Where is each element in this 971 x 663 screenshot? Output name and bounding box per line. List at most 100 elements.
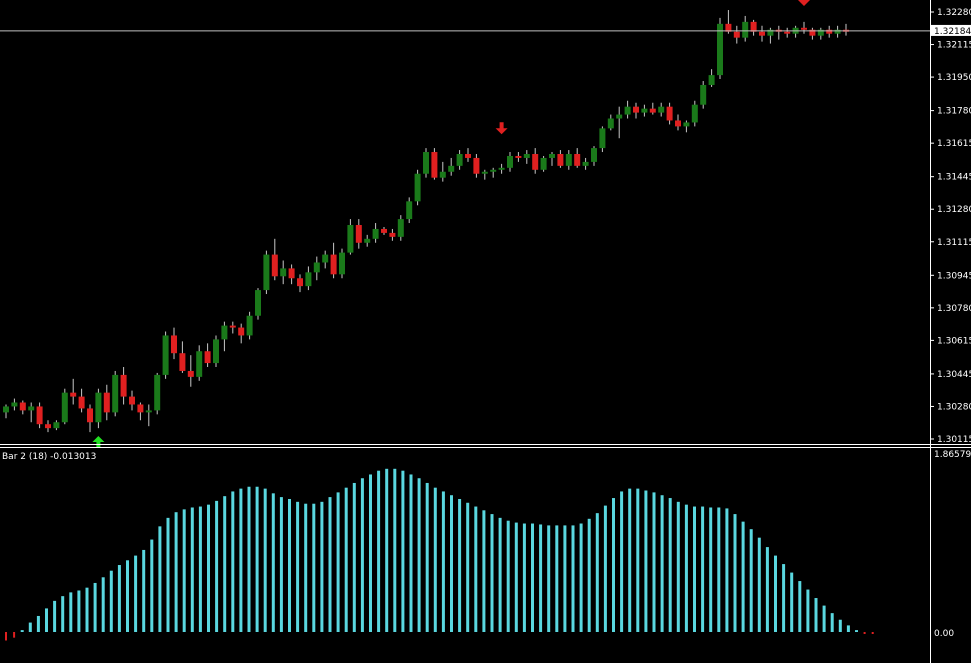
bear-candle [666, 106, 673, 121]
bear-candle [330, 254, 337, 275]
histogram-bar [150, 539, 154, 632]
histogram-bar [247, 486, 251, 632]
bull-candle [423, 152, 429, 174]
histogram-bar [142, 549, 146, 632]
histogram-bar [579, 523, 583, 632]
histogram-bar [628, 488, 632, 632]
histogram-bar [838, 619, 842, 632]
histogram-bar [514, 522, 518, 632]
bear-candle [515, 155, 522, 158]
price-axis[interactable]: 1.32280 1.32115 1.31950 1.31780 1.31615 1.314… [930, 0, 971, 447]
histogram-bar [304, 503, 308, 632]
bear-candle [19, 402, 26, 411]
histogram-bar [660, 495, 664, 632]
price-tick-label: 1.32115 [937, 41, 971, 51]
histogram-bar [101, 577, 105, 632]
bull-candle [565, 154, 572, 166]
histogram-bar [433, 487, 437, 632]
arrow-down-icon [495, 122, 508, 135]
bull-candle [691, 104, 698, 123]
histogram-bar [846, 625, 850, 632]
indicator-title: Bar 2 (18) -0.013013 [2, 452, 96, 462]
histogram-bar [36, 615, 40, 632]
bull-candle [280, 268, 287, 277]
bear-candle [70, 392, 77, 397]
bull-candle [523, 154, 530, 158]
indicator-panel[interactable]: Bar 2 (18) -0.013013 [2, 452, 874, 641]
histogram-bar-negative [13, 632, 16, 638]
bull-candle [95, 392, 102, 423]
histogram-series [5, 468, 874, 641]
bull-candle [616, 114, 623, 119]
bear-candle [137, 404, 144, 413]
bear-candle [187, 370, 194, 377]
histogram-bar [61, 596, 65, 632]
bear-candle [465, 154, 471, 158]
histogram-bar [571, 525, 575, 632]
candlestick-series [3, 10, 849, 433]
price-tick-label: 1.31445 [937, 173, 971, 183]
histogram-bar [822, 605, 826, 632]
bull-candle [162, 335, 169, 375]
histogram-bar [117, 565, 121, 632]
histogram-bar [28, 622, 32, 632]
histogram-bar [401, 470, 405, 632]
price-panel[interactable] [0, 0, 930, 448]
histogram-bar [328, 497, 332, 632]
histogram-bar [790, 572, 794, 632]
bear-candle [389, 232, 396, 237]
bull-candle [112, 374, 119, 413]
bear-candle [271, 254, 278, 277]
histogram-bar [263, 488, 267, 632]
bull-candle [28, 406, 35, 411]
histogram-bar [53, 600, 57, 632]
histogram-bar [684, 504, 688, 632]
histogram-bar [174, 512, 178, 632]
histogram-bar [385, 468, 389, 632]
bear-candle [557, 154, 564, 166]
bear-candle [633, 106, 639, 113]
bear-candle [750, 21, 757, 32]
bear-candle [431, 152, 438, 178]
bull-candle [549, 154, 555, 158]
bull-candle [3, 406, 9, 413]
histogram-bar [652, 492, 656, 632]
bear-candle [675, 120, 681, 127]
histogram-bar [506, 520, 510, 632]
histogram-bar [207, 504, 210, 632]
bull-candle [683, 122, 690, 127]
histogram-bar [20, 630, 24, 632]
price-tick-label: 1.31115 [937, 238, 971, 248]
histogram-bar [69, 592, 73, 632]
histogram-bar [239, 488, 243, 632]
bull-candle [414, 173, 421, 202]
bear-candle [297, 278, 303, 287]
histogram-bar [409, 474, 413, 632]
histogram-bar [466, 502, 470, 632]
bull-candle [708, 75, 715, 85]
price-tick-label: 1.31950 [937, 73, 971, 83]
histogram-bar [547, 525, 551, 632]
histogram-bar [798, 581, 802, 632]
bull-candle [599, 128, 606, 149]
price-tick-label: 1.30780 [937, 304, 971, 314]
bull-candle [481, 171, 488, 174]
bear-candle [78, 396, 85, 409]
histogram-bar [360, 478, 364, 632]
price-tick-label: 1.30445 [937, 370, 971, 380]
histogram-bar [450, 495, 453, 632]
price-tick-label: 1.30115 [937, 435, 971, 445]
indicator-axis[interactable]: 1.865791 0.00 [930, 447, 971, 663]
arrow-down-icon [798, 0, 810, 7]
price-tick-label: 1.31615 [937, 139, 971, 149]
bear-candle [238, 327, 245, 336]
histogram-bar [563, 525, 567, 632]
histogram-bar [806, 589, 810, 632]
bull-candle [507, 155, 513, 168]
histogram-bar [85, 587, 89, 632]
histogram-bar [425, 482, 429, 632]
histogram-bar [271, 493, 275, 632]
histogram-bar [595, 513, 599, 632]
bear-candle [809, 29, 816, 36]
histogram-bar [725, 508, 729, 632]
